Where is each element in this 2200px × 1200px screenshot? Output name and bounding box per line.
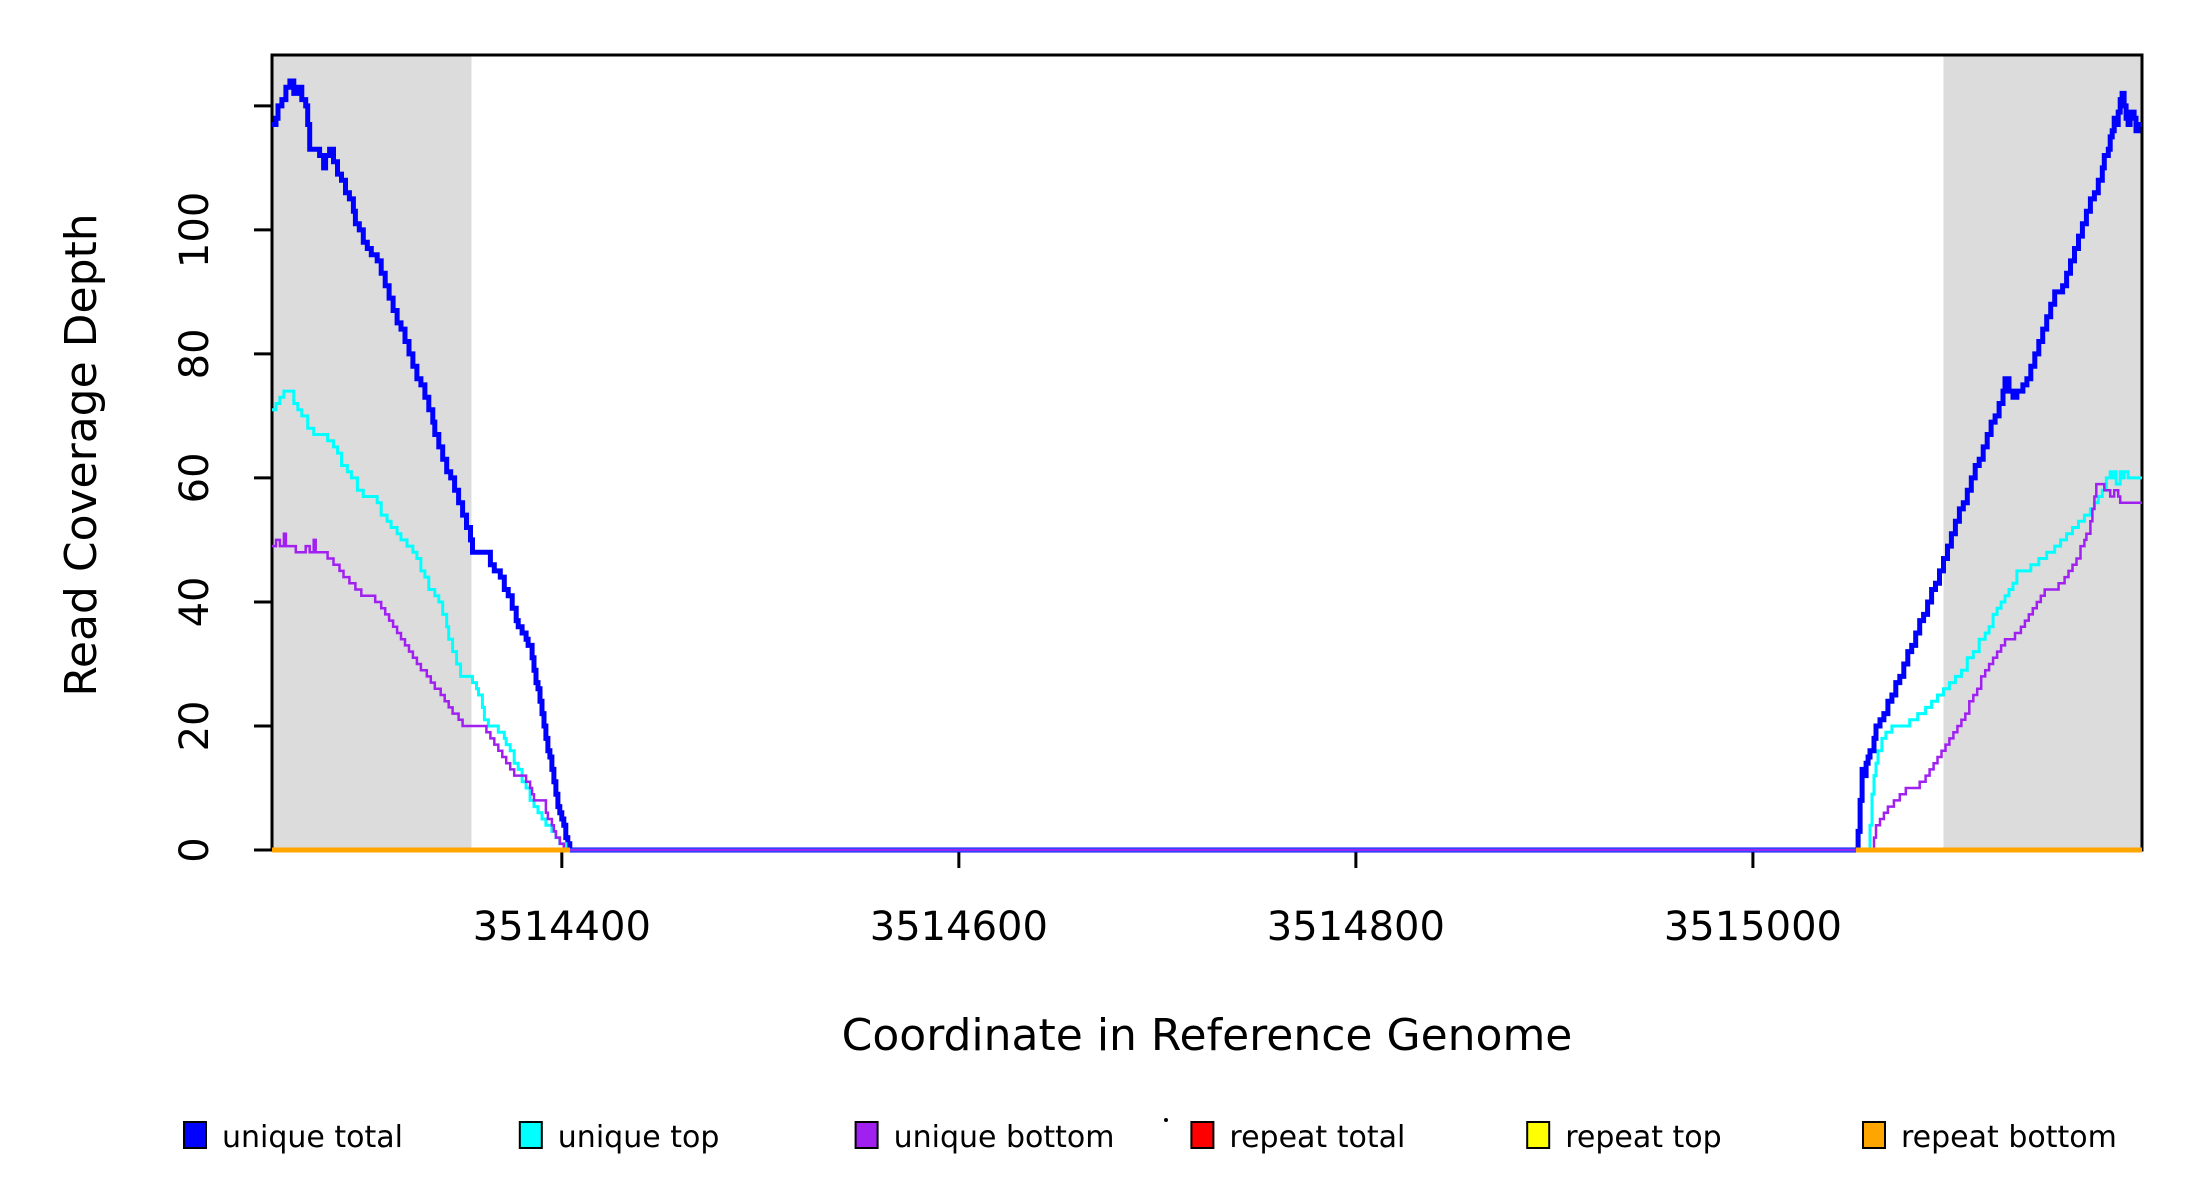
legend-swatch-unique-total	[183, 1121, 207, 1149]
y-tick-label: 0	[172, 837, 218, 862]
series-line-unique-total	[272, 78, 2142, 853]
legend-swatch-repeat-bottom	[1862, 1121, 1886, 1149]
legend: unique total unique top unique bottom repea…	[183, 1120, 2117, 1155]
legend-label-unique-total: unique total	[222, 1120, 403, 1155]
x-axis-title: Coordinate in Reference Genome	[842, 1010, 1573, 1061]
series-line-unique-bottom	[272, 482, 2142, 852]
legend-swatch-unique-bottom	[854, 1121, 879, 1149]
legend-swatch-repeat-total	[1190, 1121, 1215, 1149]
x-tick-label: 3515000	[1664, 904, 1842, 950]
y-tick-label: 20	[172, 701, 218, 752]
repeat-regions	[272, 55, 2142, 850]
legend-label-repeat-total: repeat total	[1229, 1120, 1405, 1155]
repeat-region	[272, 55, 472, 850]
legend-label-unique-top: unique top	[558, 1120, 720, 1155]
y-axis: 0 20 40 60 80 100	[172, 104, 272, 863]
y-tick-label: 80	[172, 328, 218, 379]
stray-dot	[1164, 1118, 1168, 1122]
legend-label-repeat-top: repeat top	[1565, 1120, 1721, 1155]
y-tick-label: 40	[172, 576, 218, 627]
legend-swatch-repeat-top	[1526, 1121, 1551, 1149]
x-axis: 3514400 3514600 3514800 3515000	[473, 850, 1842, 950]
y-axis-title: Read Coverage Depth	[56, 213, 107, 696]
legend-label-unique-bottom: unique bottom	[894, 1120, 1115, 1155]
plot-series	[272, 78, 2142, 853]
x-tick-label: 3514800	[1267, 904, 1445, 950]
x-tick-label: 3514400	[473, 904, 651, 950]
repeat-region	[1943, 55, 2142, 850]
series-line-unique-top	[272, 389, 2142, 852]
legend-swatch-unique-top	[518, 1121, 543, 1149]
plot-border	[270, 53, 2144, 852]
legend-label-repeat-bottom: repeat bottom	[1901, 1120, 2117, 1155]
y-tick-label: 100	[172, 192, 218, 268]
y-tick-label: 60	[172, 452, 218, 503]
x-tick-label: 3514600	[870, 904, 1048, 950]
